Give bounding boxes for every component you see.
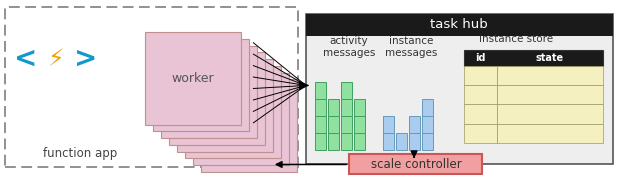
FancyBboxPatch shape [341, 116, 352, 133]
FancyBboxPatch shape [349, 154, 482, 174]
FancyBboxPatch shape [328, 116, 339, 133]
FancyBboxPatch shape [396, 133, 407, 150]
FancyBboxPatch shape [354, 133, 365, 150]
FancyBboxPatch shape [341, 133, 352, 150]
FancyBboxPatch shape [497, 124, 603, 143]
FancyBboxPatch shape [341, 99, 352, 116]
FancyBboxPatch shape [422, 99, 433, 116]
Text: ⚡: ⚡ [48, 47, 64, 71]
FancyBboxPatch shape [422, 116, 433, 133]
FancyBboxPatch shape [201, 79, 297, 172]
FancyBboxPatch shape [315, 82, 326, 99]
Text: function app: function app [43, 147, 117, 160]
Text: id: id [475, 53, 486, 63]
FancyBboxPatch shape [464, 85, 497, 104]
FancyBboxPatch shape [422, 133, 433, 150]
Text: worker: worker [172, 72, 214, 85]
FancyBboxPatch shape [354, 116, 365, 133]
FancyBboxPatch shape [145, 32, 241, 125]
FancyBboxPatch shape [5, 7, 298, 167]
FancyBboxPatch shape [315, 133, 326, 150]
FancyBboxPatch shape [315, 99, 326, 116]
FancyBboxPatch shape [306, 14, 613, 164]
Text: >: > [74, 45, 98, 73]
FancyBboxPatch shape [464, 50, 603, 66]
FancyBboxPatch shape [409, 116, 420, 133]
FancyBboxPatch shape [464, 124, 497, 143]
Text: instance
messages: instance messages [385, 36, 437, 58]
FancyBboxPatch shape [177, 59, 273, 152]
FancyBboxPatch shape [383, 116, 394, 133]
Text: activity
messages: activity messages [323, 36, 375, 58]
Text: task hub: task hub [430, 18, 488, 31]
FancyBboxPatch shape [497, 66, 603, 85]
FancyBboxPatch shape [328, 99, 339, 116]
FancyBboxPatch shape [464, 66, 497, 85]
FancyBboxPatch shape [153, 39, 249, 131]
FancyBboxPatch shape [497, 104, 603, 124]
FancyBboxPatch shape [328, 133, 339, 150]
Text: scale controller: scale controller [371, 158, 461, 171]
FancyBboxPatch shape [161, 46, 257, 138]
FancyBboxPatch shape [383, 133, 394, 150]
FancyBboxPatch shape [315, 116, 326, 133]
FancyBboxPatch shape [193, 73, 289, 165]
FancyBboxPatch shape [464, 104, 497, 124]
FancyBboxPatch shape [341, 82, 352, 99]
FancyBboxPatch shape [185, 66, 281, 158]
FancyBboxPatch shape [497, 85, 603, 104]
Text: state: state [536, 53, 564, 63]
FancyBboxPatch shape [409, 133, 420, 150]
FancyBboxPatch shape [169, 52, 265, 145]
FancyBboxPatch shape [354, 99, 365, 116]
FancyBboxPatch shape [306, 14, 613, 36]
Text: instance store: instance store [479, 34, 553, 44]
Text: <: < [14, 45, 37, 73]
